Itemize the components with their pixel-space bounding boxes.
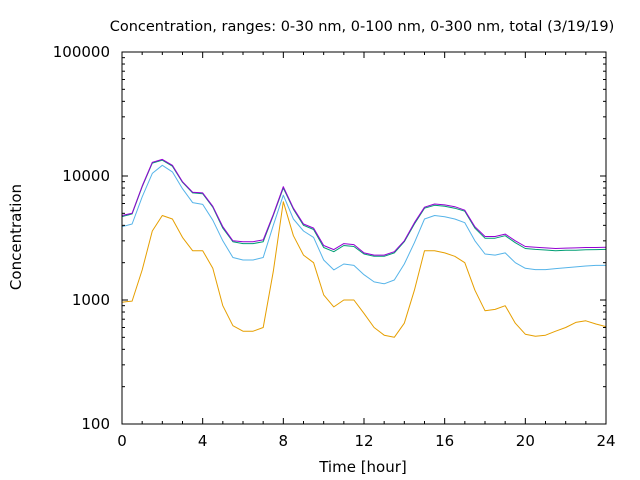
series-line-1 — [121, 201, 607, 338]
y-tick-label: 100000 — [53, 43, 110, 61]
series-layer — [121, 158, 607, 338]
x-tick-label: 8 — [279, 432, 289, 450]
x-tick-label: 16 — [435, 432, 454, 450]
x-axis-label: Time [hour] — [318, 458, 407, 476]
tick-layer: 0 4 8 12 16 20 24 100 1000 10000 100000 — [53, 43, 616, 450]
series-line-2 — [121, 164, 606, 285]
x-tick-label: 24 — [596, 432, 615, 450]
x-tick-label: 0 — [117, 432, 127, 450]
y-tick-label: 10000 — [62, 167, 110, 185]
x-tick-label: 12 — [354, 432, 373, 450]
y-tick-label: 1000 — [72, 291, 110, 309]
chart-title: Concentration, ranges: 0-30 nm, 0-100 nm… — [110, 19, 615, 35]
y-tick-label: 100 — [81, 415, 110, 433]
y-axis-label: Concentration — [7, 184, 25, 290]
x-tick-label: 20 — [516, 432, 535, 450]
series-line-4 — [121, 158, 607, 256]
x-tick-label: 4 — [198, 432, 208, 450]
